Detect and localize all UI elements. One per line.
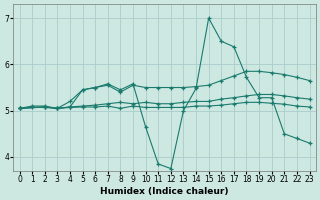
X-axis label: Humidex (Indice chaleur): Humidex (Indice chaleur) (100, 187, 229, 196)
